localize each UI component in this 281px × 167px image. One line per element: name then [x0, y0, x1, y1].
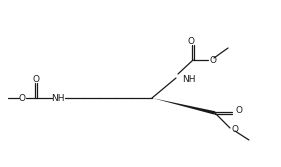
Text: O: O [187, 37, 194, 45]
Text: O: O [232, 125, 239, 133]
Text: NH: NH [182, 74, 196, 84]
Text: O: O [235, 106, 242, 115]
Polygon shape [152, 98, 216, 115]
Text: O: O [210, 55, 217, 64]
Text: O: O [33, 74, 40, 84]
Text: O: O [19, 94, 26, 103]
Text: NH: NH [51, 94, 65, 103]
